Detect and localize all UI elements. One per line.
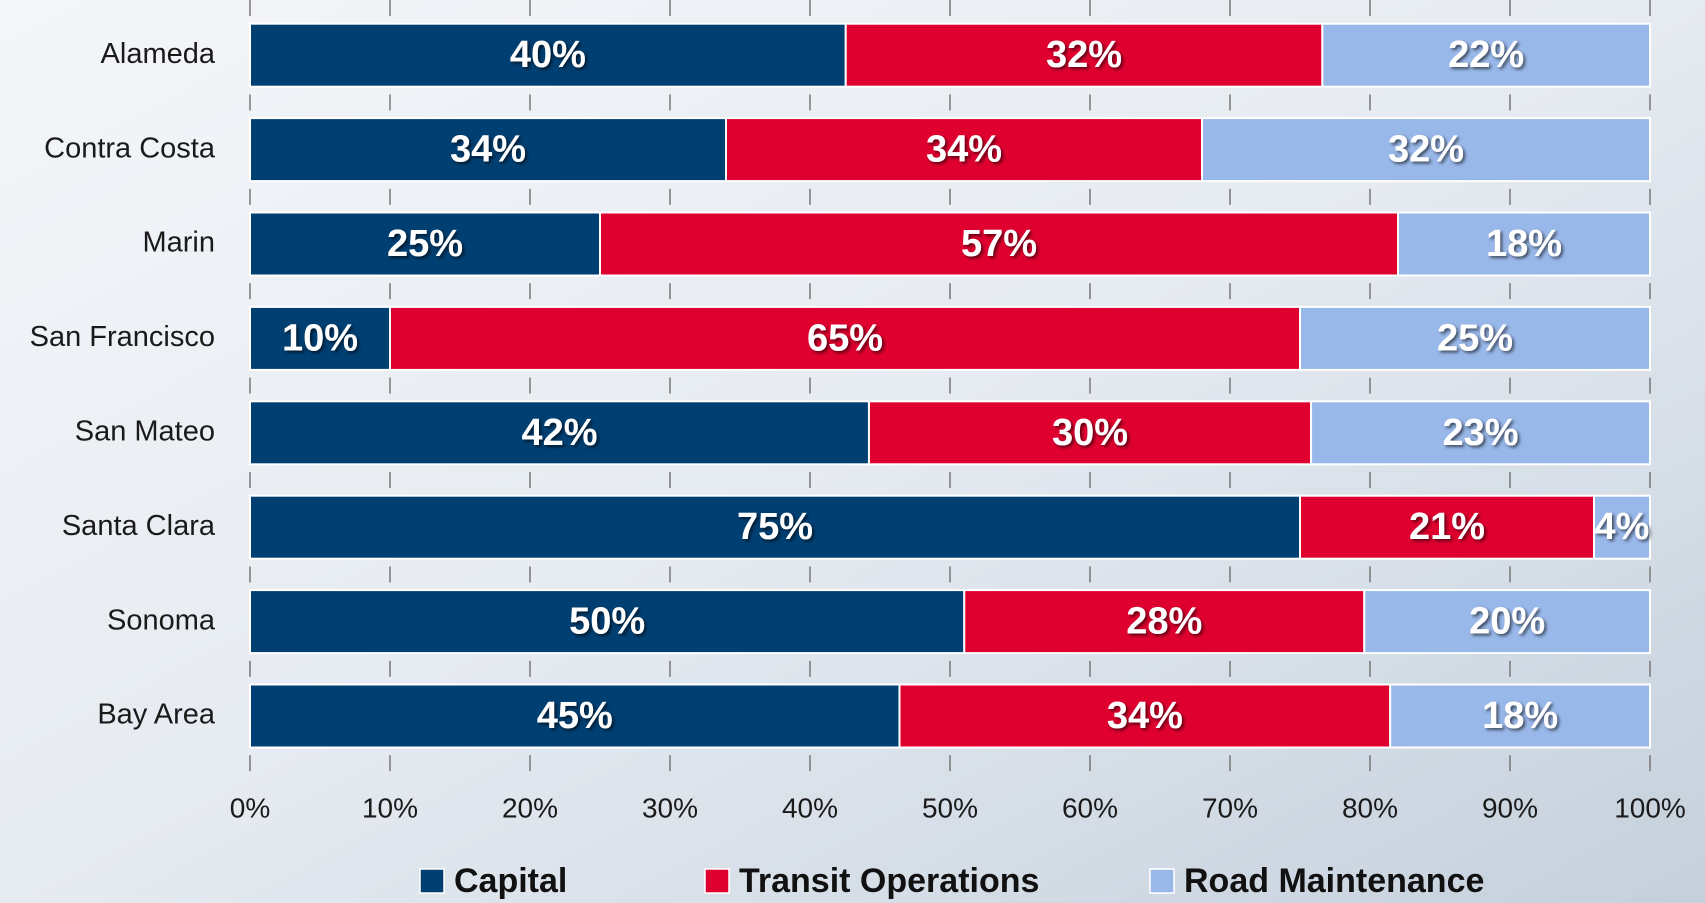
legend-swatch: [420, 869, 444, 893]
legend-swatch: [1150, 869, 1174, 893]
legend-label: Road Maintenance: [1184, 862, 1484, 900]
y-tick-label: Marin: [142, 227, 215, 259]
chart: 0% 10% 20% 30% 40% 50% 60% 70% 80% 90% 100% Alameda…: [0, 0, 1705, 903]
y-tick-label: Contra Costa: [44, 132, 216, 164]
data-label: 45%: [537, 695, 613, 737]
data-label: 20%: [1469, 601, 1545, 643]
data-label: 34%: [450, 129, 526, 171]
data-label: 34%: [1107, 695, 1183, 737]
data-label: 21%: [1409, 506, 1485, 548]
x-tick-label: 50%: [922, 793, 978, 824]
data-label: 18%: [1486, 223, 1562, 265]
data-label: 65%: [807, 317, 883, 359]
data-label: 10%: [282, 317, 358, 359]
x-tick-label: 70%: [1202, 793, 1258, 824]
x-tick-label: 10%: [362, 793, 418, 824]
data-label: 25%: [1437, 317, 1513, 359]
data-label: 32%: [1046, 34, 1122, 76]
x-tick-label: 40%: [782, 793, 838, 824]
data-label: 75%: [737, 506, 813, 548]
x-tick-label: 20%: [502, 793, 558, 824]
data-label: 40%: [510, 34, 586, 76]
x-tick-label: 90%: [1482, 793, 1538, 824]
y-tick-label: Bay Area: [97, 699, 216, 731]
x-tick-label: 60%: [1062, 793, 1118, 824]
y-tick-label: Santa Clara: [62, 510, 216, 542]
legend-label: Capital: [454, 862, 567, 900]
data-label: 28%: [1126, 601, 1202, 643]
y-tick-label: San Francisco: [30, 321, 215, 353]
x-tick-label: 0%: [230, 793, 270, 824]
data-label: 18%: [1482, 695, 1558, 737]
data-label: 50%: [569, 601, 645, 643]
x-tick-label: 80%: [1342, 793, 1398, 824]
data-label: 42%: [521, 412, 597, 454]
data-label: 34%: [926, 129, 1002, 171]
legend-swatch: [705, 869, 729, 893]
data-label: 23%: [1442, 412, 1518, 454]
y-tick-label: San Mateo: [75, 415, 215, 447]
data-label: 32%: [1388, 129, 1464, 171]
y-tick-label: Sonoma: [107, 604, 216, 636]
data-label: 30%: [1052, 412, 1128, 454]
x-tick-label: 100%: [1614, 793, 1686, 824]
x-tick-label: 30%: [642, 793, 698, 824]
data-label: 25%: [387, 223, 463, 265]
y-tick-label: Alameda: [101, 38, 216, 70]
data-label: 57%: [961, 223, 1037, 265]
data-label: 4%: [1595, 506, 1650, 548]
legend-label: Transit Operations: [739, 862, 1039, 900]
data-label: 22%: [1448, 34, 1524, 76]
